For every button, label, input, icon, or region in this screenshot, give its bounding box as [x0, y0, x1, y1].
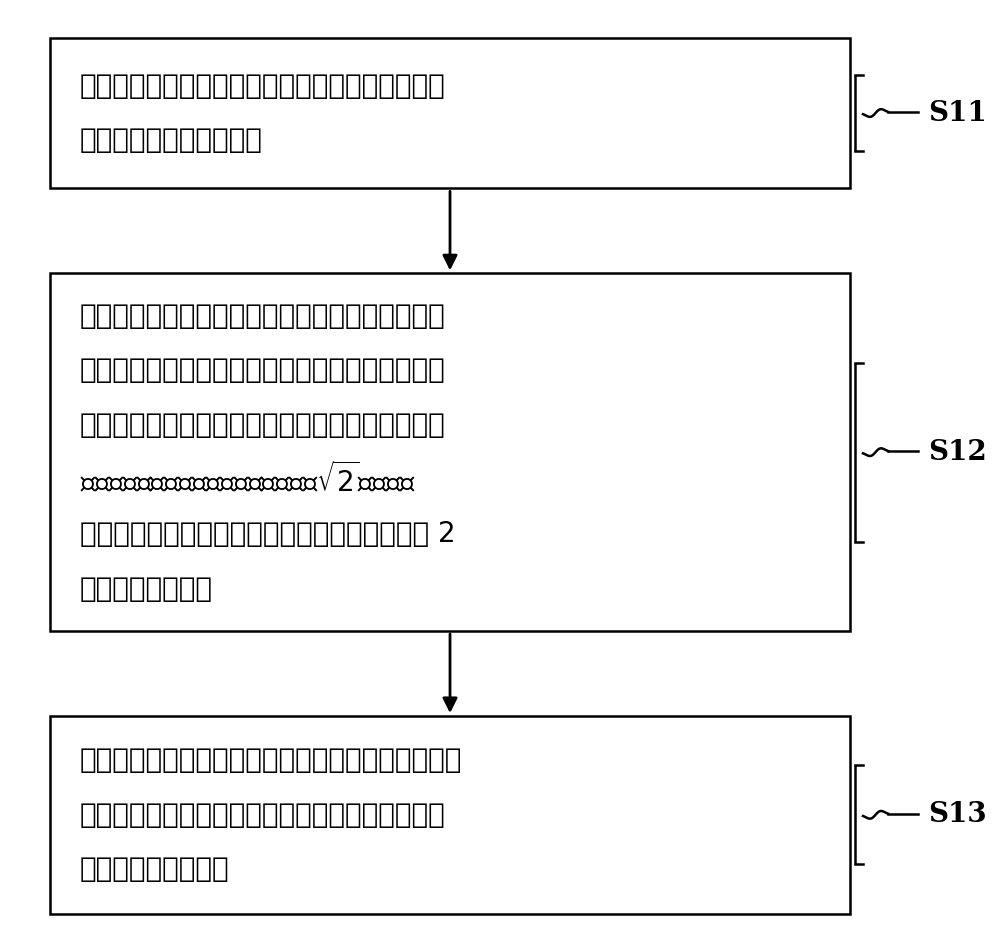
Bar: [50, 273, 850, 631]
Text: 其中，所述预设阈值包括第一预设阈值、第二预设: 其中，所述预设阈值包括第一预设阈值、第二预设: [80, 801, 446, 829]
Text: 中，每两个采样坐标点之间的距离大于$\sqrt{2}$倍的所述: 中，每两个采样坐标点之间的距离大于$\sqrt{2}$倍的所述: [80, 462, 416, 497]
Text: 阈值和第三预设阈值: 阈值和第三预设阈值: [80, 855, 230, 884]
Text: 获取第一采样坐标点、第二采样坐标点、第三采样: 获取第一采样坐标点、第二采样坐标点、第三采样: [80, 72, 446, 100]
Text: 倍的所述目标半径: 倍的所述目标半径: [80, 575, 213, 603]
Text: 目标半径，且每两个采样坐标点之间的距离小于 2: 目标半径，且每两个采样坐标点之间的距离小于 2: [80, 520, 456, 548]
Text: 体，得到目标球体的目标球心坐标和目标半径；其: 体，得到目标球体的目标球心坐标和目标半径；其: [80, 411, 446, 439]
Text: 所述第三采样坐标点和所述第四采样坐标点构建球: 所述第三采样坐标点和所述第四采样坐标点构建球: [80, 356, 446, 384]
Text: 基于所述第一采样坐标点、所述第二采样坐标点、: 基于所述第一采样坐标点、所述第二采样坐标点、: [80, 301, 446, 330]
Text: S13: S13: [928, 802, 987, 828]
Text: S11: S11: [928, 100, 987, 126]
Text: S12: S12: [928, 439, 987, 465]
Bar: [50, 716, 850, 914]
Bar: [50, 38, 850, 188]
Text: 坐标点和第四采样坐标点: 坐标点和第四采样坐标点: [80, 126, 263, 154]
Text: 基于所述目标半径和预设阈值，得到判定校准结果；: 基于所述目标半径和预设阈值，得到判定校准结果；: [80, 746, 462, 774]
